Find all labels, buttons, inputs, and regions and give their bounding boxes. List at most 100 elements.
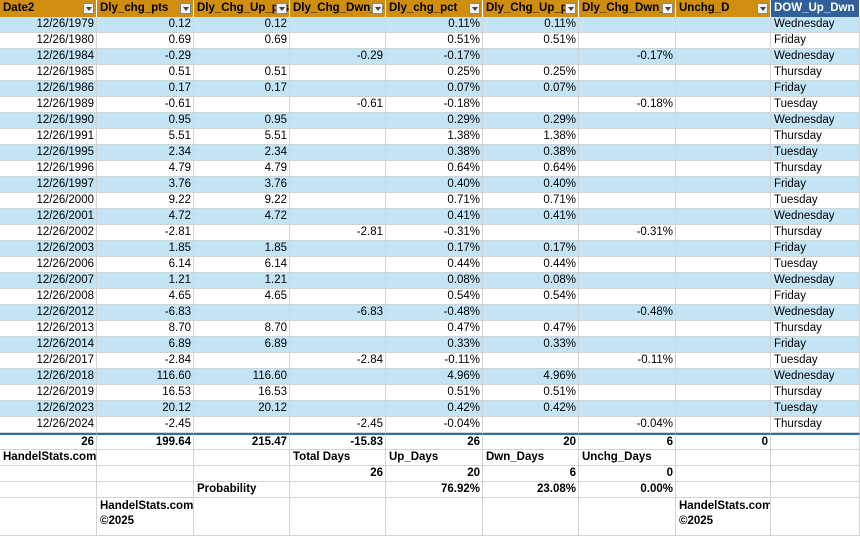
filter-dropdown-icon[interactable] — [757, 3, 768, 14]
cell-dly-chg-up-pct[interactable]: 0.41% — [483, 209, 579, 225]
cell-date[interactable]: 12/26/2024 — [0, 417, 97, 433]
cell-dly-chg-dwn-pct[interactable]: -0.18% — [579, 97, 676, 113]
cell-unchg-d[interactable] — [676, 49, 771, 65]
cell-unchg-d[interactable] — [676, 337, 771, 353]
cell-dow[interactable]: Wednesday — [771, 305, 860, 321]
cell-date[interactable]: 12/26/2008 — [0, 289, 97, 305]
cell-dly-chg-dwn-pct[interactable] — [579, 81, 676, 97]
cell-dly-chg-up-pct[interactable] — [483, 305, 579, 321]
summary-count-1[interactable]: 20 — [386, 466, 483, 482]
cell-dly-chg-pts[interactable]: 9.22 — [97, 193, 194, 209]
filter-dropdown-icon[interactable] — [180, 3, 191, 14]
summary-label-2[interactable]: Dwn_Days — [483, 450, 579, 466]
cell-dly-chg-up-pct[interactable]: 0.40% — [483, 177, 579, 193]
cell-dly-chg-up-pct[interactable]: 0.44% — [483, 257, 579, 273]
cell-dow[interactable]: Wednesday — [771, 209, 860, 225]
header-unchg-d[interactable]: Unchg_D — [676, 0, 771, 17]
filter-dropdown-icon[interactable] — [372, 3, 383, 14]
cell-dly-chg-dwn-pct[interactable]: -0.48% — [579, 305, 676, 321]
cell-dly-chg-pct[interactable]: 0.42% — [386, 401, 483, 417]
cell-dow[interactable]: Thursday — [771, 161, 860, 177]
cell-unchg-d[interactable] — [676, 257, 771, 273]
filter-dropdown-icon[interactable] — [662, 3, 673, 14]
cell-dly-chg-up-pts[interactable] — [194, 305, 290, 321]
cell-date[interactable]: 12/26/1980 — [0, 33, 97, 49]
cell-dly-chg-pct[interactable]: 0.51% — [386, 385, 483, 401]
header-dly-chg-pts[interactable]: Dly_chg_pts — [97, 0, 194, 17]
empty-cell[interactable] — [771, 466, 860, 482]
cell-unchg-d[interactable] — [676, 353, 771, 369]
cell-dly-chg-pct[interactable]: 0.44% — [386, 257, 483, 273]
cell-dly-chg-up-pct[interactable]: 0.54% — [483, 289, 579, 305]
cell-date[interactable]: 12/26/1996 — [0, 161, 97, 177]
summary-label-0[interactable]: Total Days — [290, 450, 386, 466]
cell-dly-chg-pct[interactable]: 4.96% — [386, 369, 483, 385]
cell-date[interactable]: 12/26/2012 — [0, 305, 97, 321]
cell-dly-chg-pts[interactable]: 0.17 — [97, 81, 194, 97]
cell-dly-chg-pct[interactable]: 0.54% — [386, 289, 483, 305]
cell-dly-chg-up-pct[interactable]: 0.51% — [483, 385, 579, 401]
probability-label[interactable]: Probability — [194, 482, 290, 498]
cell-dly-chg-dwn-pct[interactable] — [579, 289, 676, 305]
empty-cell[interactable] — [483, 498, 579, 536]
cell-dly-chg-dwn-pts[interactable] — [290, 401, 386, 417]
cell-dly-chg-pct[interactable]: 0.25% — [386, 65, 483, 81]
summary-label-1[interactable]: Up_Days — [386, 450, 483, 466]
cell-dow[interactable]: Thursday — [771, 129, 860, 145]
empty-cell[interactable] — [676, 482, 771, 498]
cell-dly-chg-up-pts[interactable]: 0.69 — [194, 33, 290, 49]
cell-dly-chg-dwn-pct[interactable] — [579, 209, 676, 225]
cell-dly-chg-pts[interactable]: 0.51 — [97, 65, 194, 81]
probability-value-2[interactable]: 0.00% — [579, 482, 676, 498]
cell-dly-chg-pts[interactable]: 8.70 — [97, 321, 194, 337]
cell-dly-chg-up-pts[interactable]: 8.70 — [194, 321, 290, 337]
cell-dly-chg-pts[interactable]: 16.53 — [97, 385, 194, 401]
cell-dly-chg-up-pts[interactable]: 116.60 — [194, 369, 290, 385]
cell-dly-chg-up-pct[interactable] — [483, 49, 579, 65]
cell-dly-chg-dwn-pts[interactable] — [290, 65, 386, 81]
cell-dow[interactable]: Wednesday — [771, 273, 860, 289]
cell-date[interactable]: 12/26/2002 — [0, 225, 97, 241]
cell-dly-chg-dwn-pts[interactable] — [290, 81, 386, 97]
cell-date[interactable]: 12/26/1990 — [0, 113, 97, 129]
cell-dly-chg-up-pts[interactable]: 3.76 — [194, 177, 290, 193]
cell-dow[interactable]: Tuesday — [771, 193, 860, 209]
cell-dly-chg-dwn-pts[interactable] — [290, 177, 386, 193]
cell-dly-chg-pct[interactable]: 0.40% — [386, 177, 483, 193]
cell-dly-chg-pts[interactable]: 5.51 — [97, 129, 194, 145]
cell-unchg-d[interactable] — [676, 17, 771, 33]
cell-dly-chg-pct[interactable]: 0.17% — [386, 241, 483, 257]
cell-dow[interactable]: Tuesday — [771, 97, 860, 113]
cell-dly-chg-dwn-pts[interactable] — [290, 321, 386, 337]
cell-unchg-d[interactable] — [676, 177, 771, 193]
cell-unchg-d[interactable] — [676, 289, 771, 305]
summary-label-3[interactable]: Unchg_Days — [579, 450, 676, 466]
cell-dly-chg-up-pct[interactable] — [483, 353, 579, 369]
cell-dly-chg-pts[interactable]: 1.21 — [97, 273, 194, 289]
cell-dly-chg-up-pts[interactable]: 5.51 — [194, 129, 290, 145]
empty-cell[interactable] — [676, 450, 771, 466]
cell-dly-chg-pts[interactable]: -0.61 — [97, 97, 194, 113]
cell-dly-chg-dwn-pts[interactable] — [290, 273, 386, 289]
cell-date[interactable]: 12/26/1985 — [0, 65, 97, 81]
cell-dow[interactable]: Friday — [771, 177, 860, 193]
cell-dly-chg-pct[interactable]: 0.47% — [386, 321, 483, 337]
cell-dly-chg-up-pts[interactable]: 1.85 — [194, 241, 290, 257]
cell-dly-chg-pts[interactable]: 3.76 — [97, 177, 194, 193]
cell-date[interactable]: 12/26/2019 — [0, 385, 97, 401]
cell-dly-chg-dwn-pct[interactable] — [579, 385, 676, 401]
cell-dly-chg-up-pts[interactable]: 4.79 — [194, 161, 290, 177]
cell-dly-chg-pts[interactable]: 0.69 — [97, 33, 194, 49]
cell-date[interactable]: 12/26/1997 — [0, 177, 97, 193]
cell-date[interactable]: 12/26/2007 — [0, 273, 97, 289]
cell-dly-chg-up-pts[interactable]: 20.12 — [194, 401, 290, 417]
cell-dly-chg-dwn-pts[interactable]: -6.83 — [290, 305, 386, 321]
cell-dly-chg-dwn-pct[interactable]: -0.11% — [579, 353, 676, 369]
filter-dropdown-icon[interactable] — [469, 3, 480, 14]
cell-dly-chg-up-pts[interactable]: 4.65 — [194, 289, 290, 305]
cell-dly-chg-pct[interactable]: 0.41% — [386, 209, 483, 225]
cell-dow[interactable]: Wednesday — [771, 113, 860, 129]
cell-unchg-d[interactable] — [676, 241, 771, 257]
cell-unchg-d[interactable] — [676, 385, 771, 401]
cell-dly-chg-up-pts[interactable]: 0.51 — [194, 65, 290, 81]
